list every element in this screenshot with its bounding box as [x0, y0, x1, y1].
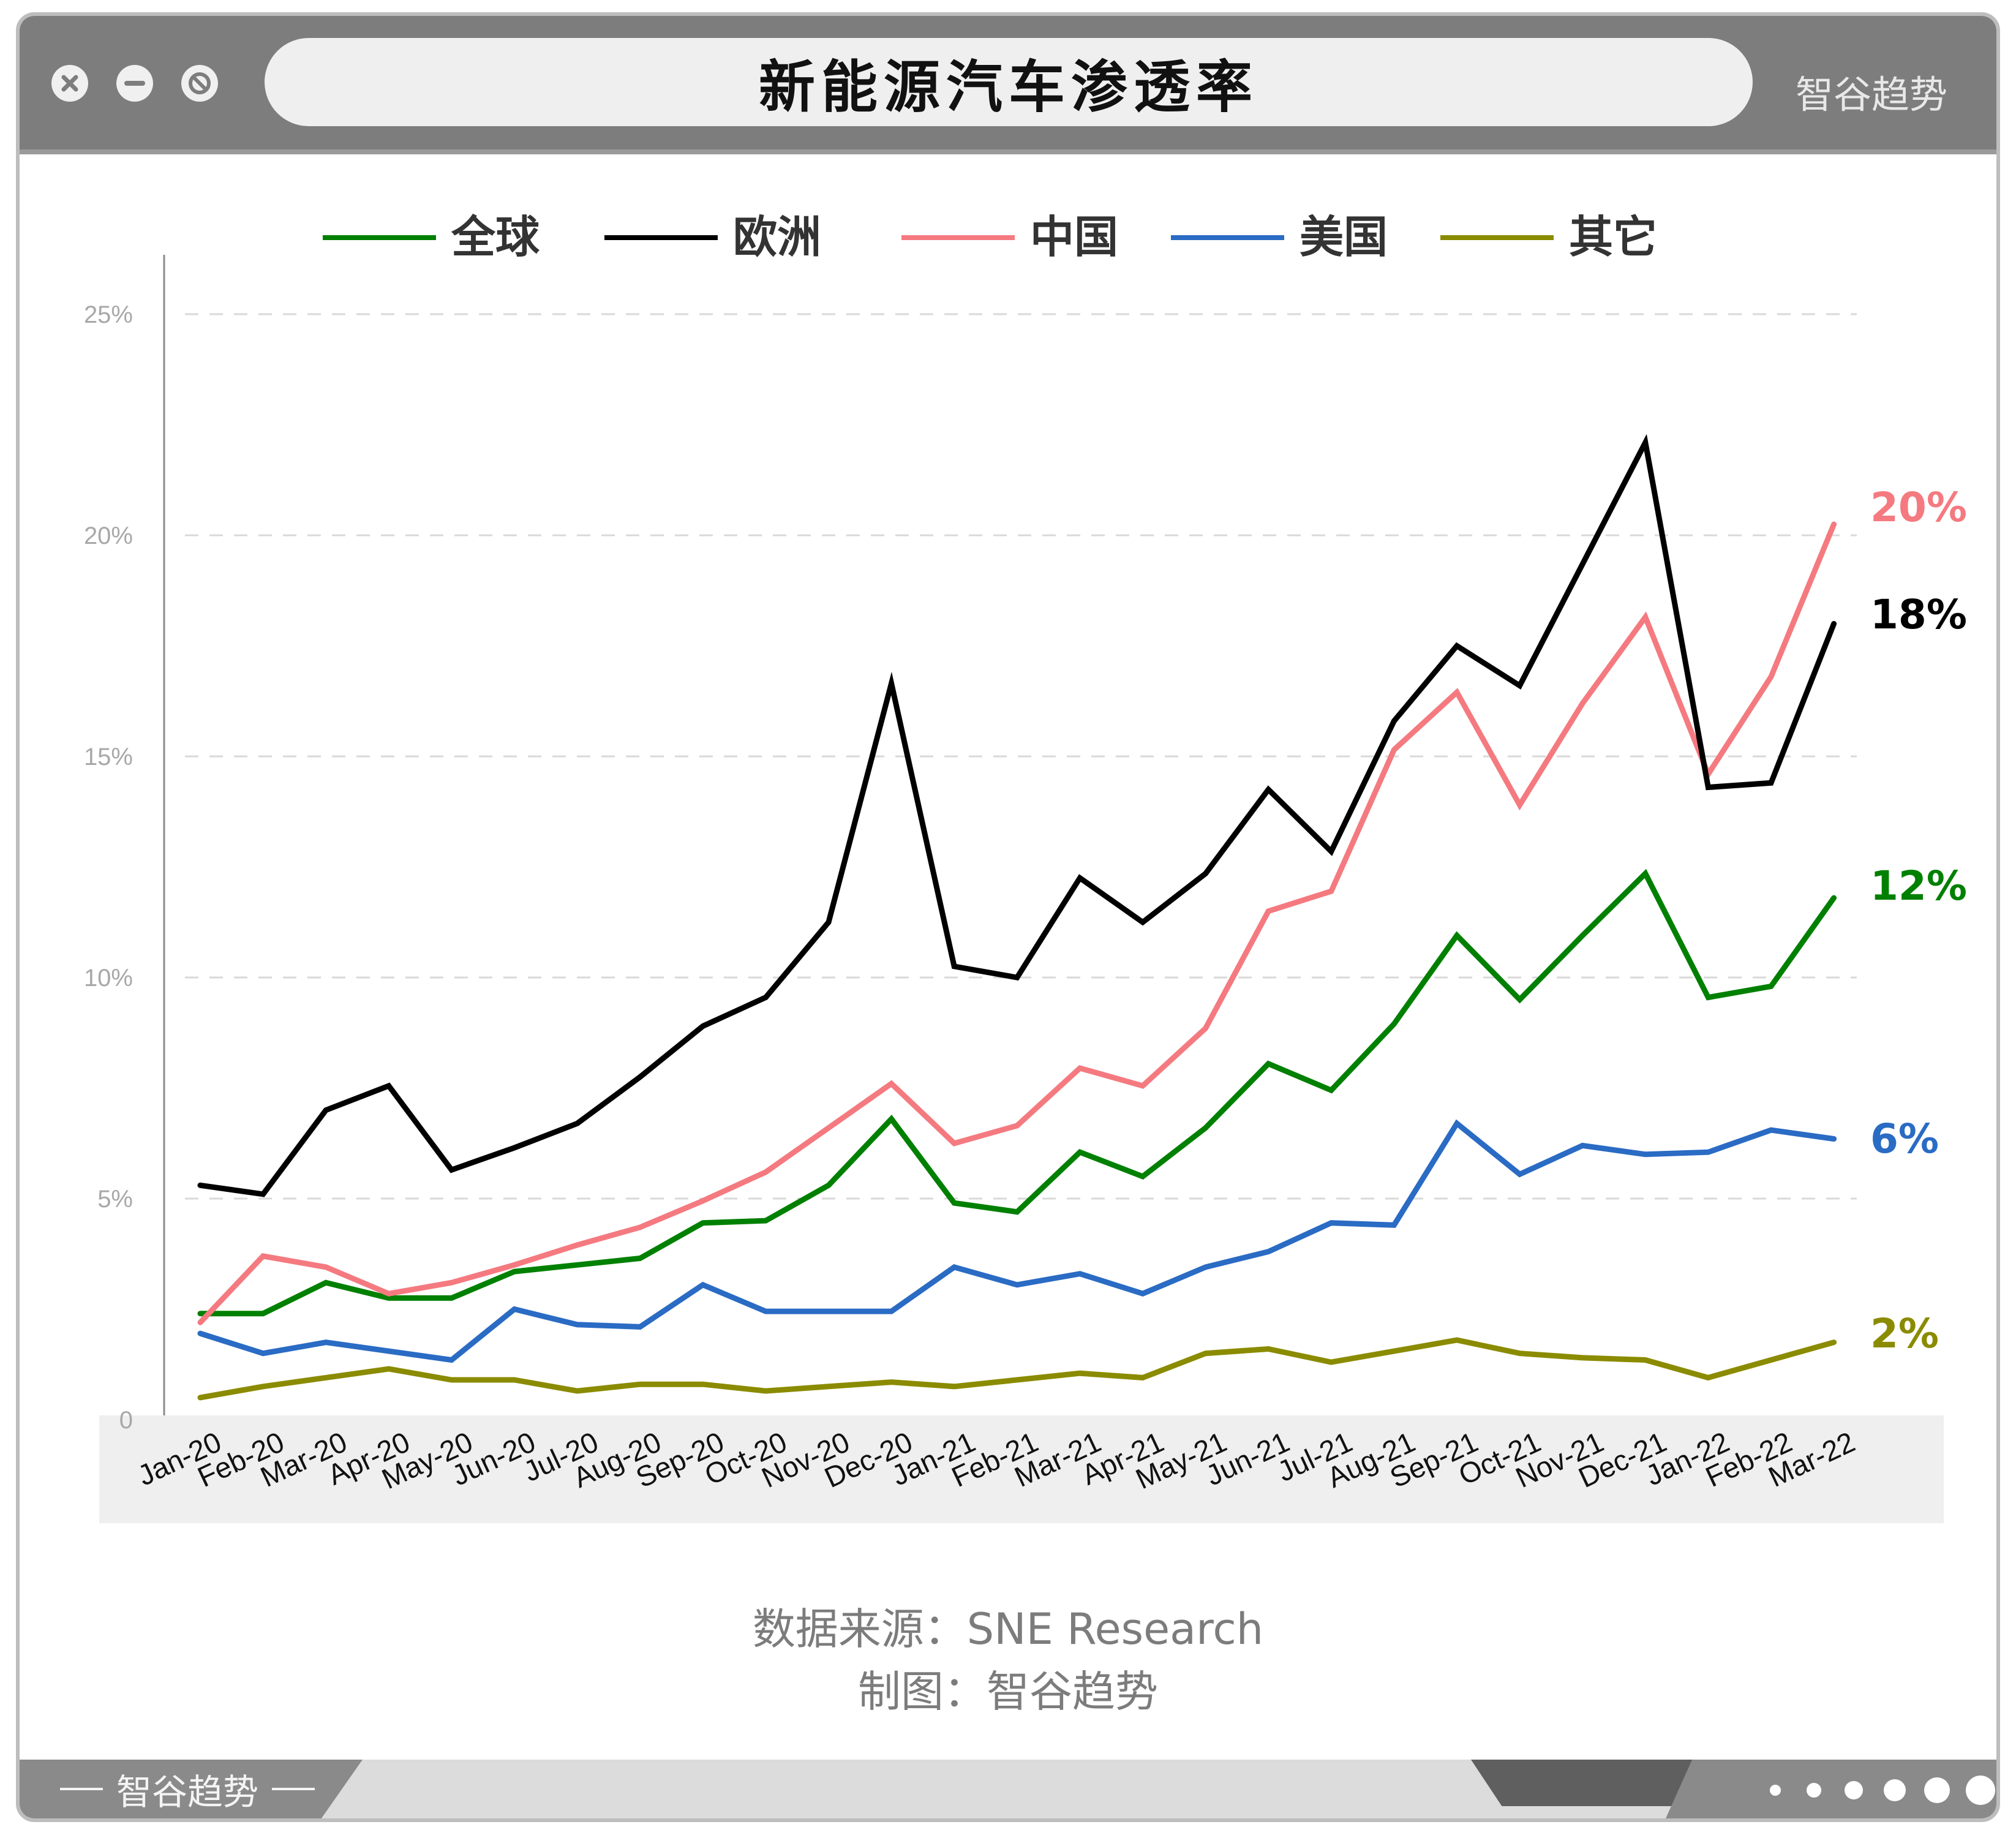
legend-label: 全球 — [451, 211, 540, 263]
page-title: 新能源汽车渗透率 — [758, 54, 1258, 120]
page-dot[interactable] — [1770, 1785, 1781, 1796]
series-line — [197, 1119, 1837, 1363]
end-label: 2% — [1870, 1310, 1939, 1357]
legend-label: 其它 — [1569, 211, 1657, 263]
end-label: 12% — [1870, 862, 1967, 910]
page-dot[interactable] — [1884, 1779, 1906, 1801]
page-dot[interactable] — [1807, 1783, 1821, 1798]
y-tick-label: 20% — [84, 522, 133, 549]
y-tick-label: 15% — [84, 744, 133, 770]
legend-label: 美国 — [1299, 211, 1388, 263]
series-lines — [197, 434, 1837, 1401]
chart-grid — [185, 313, 1857, 1200]
end-label: 18% — [1870, 591, 1967, 638]
series-line — [197, 521, 1837, 1325]
page-dot[interactable] — [1966, 1776, 1995, 1805]
x-axis-band — [99, 1415, 1944, 1523]
series-line — [197, 1337, 1837, 1401]
page-dot[interactable] — [1845, 1781, 1863, 1799]
y-tick-label: 10% — [84, 965, 133, 992]
maker-note: 制图：智谷趋势 — [858, 1667, 1158, 1717]
y-tick-labels: 0 5% 10% 15% 20% 25% — [84, 301, 133, 1434]
y-tick-label: 0 — [119, 1407, 133, 1434]
chart-legend: 全球 欧洲 中国 美国 其它 — [323, 211, 1657, 263]
title-pill: 新能源汽车渗透率 — [265, 38, 1753, 126]
legend-label: 欧洲 — [733, 211, 821, 263]
dash-right — [272, 1788, 315, 1790]
minimize-button[interactable] — [116, 65, 153, 102]
end-label: 6% — [1870, 1115, 1939, 1162]
y-tick-label: 25% — [84, 301, 133, 328]
maximize-button[interactable] — [181, 65, 218, 102]
y-tick-label: 5% — [97, 1186, 133, 1213]
source-note: 数据来源：SNE Research — [752, 1604, 1264, 1654]
brand-text: 智谷趋势 — [1795, 72, 1947, 117]
close-icon — [52, 66, 88, 101]
close-button[interactable] — [51, 65, 88, 102]
no-entry-icon — [182, 66, 217, 101]
brand-bottom-text: 智谷趋势 — [116, 1771, 259, 1813]
penetration-line-chart: 全球 欧洲 中国 美国 其它 05%10%15%20%25% Jan-20Feb-20M… — [84, 211, 1967, 1523]
page-dots — [1666, 1760, 1996, 1818]
title-bar: 新能源汽车渗透率 智谷趋势 — [20, 16, 1996, 154]
end-label: 20% — [1870, 484, 1967, 531]
brand-logo-top: 智谷趋势 — [1796, 64, 1947, 119]
brand-logo-bottom: 智谷趋势 — [20, 1760, 363, 1818]
end-labels: 12% 18% 20% 6% 2% — [1870, 484, 1967, 1357]
legend-label: 中国 — [1030, 211, 1118, 263]
dash-left — [60, 1788, 103, 1790]
page-dot[interactable] — [1924, 1777, 1950, 1803]
series-line — [197, 434, 1837, 1197]
app-window: 新能源汽车渗透率 智谷趋势 全球 欧洲 中国 美国 其它 0 5% 10% 15% 20% 25%… — [16, 12, 2000, 1822]
series-line — [197, 868, 1837, 1317]
minimize-icon — [117, 66, 152, 101]
